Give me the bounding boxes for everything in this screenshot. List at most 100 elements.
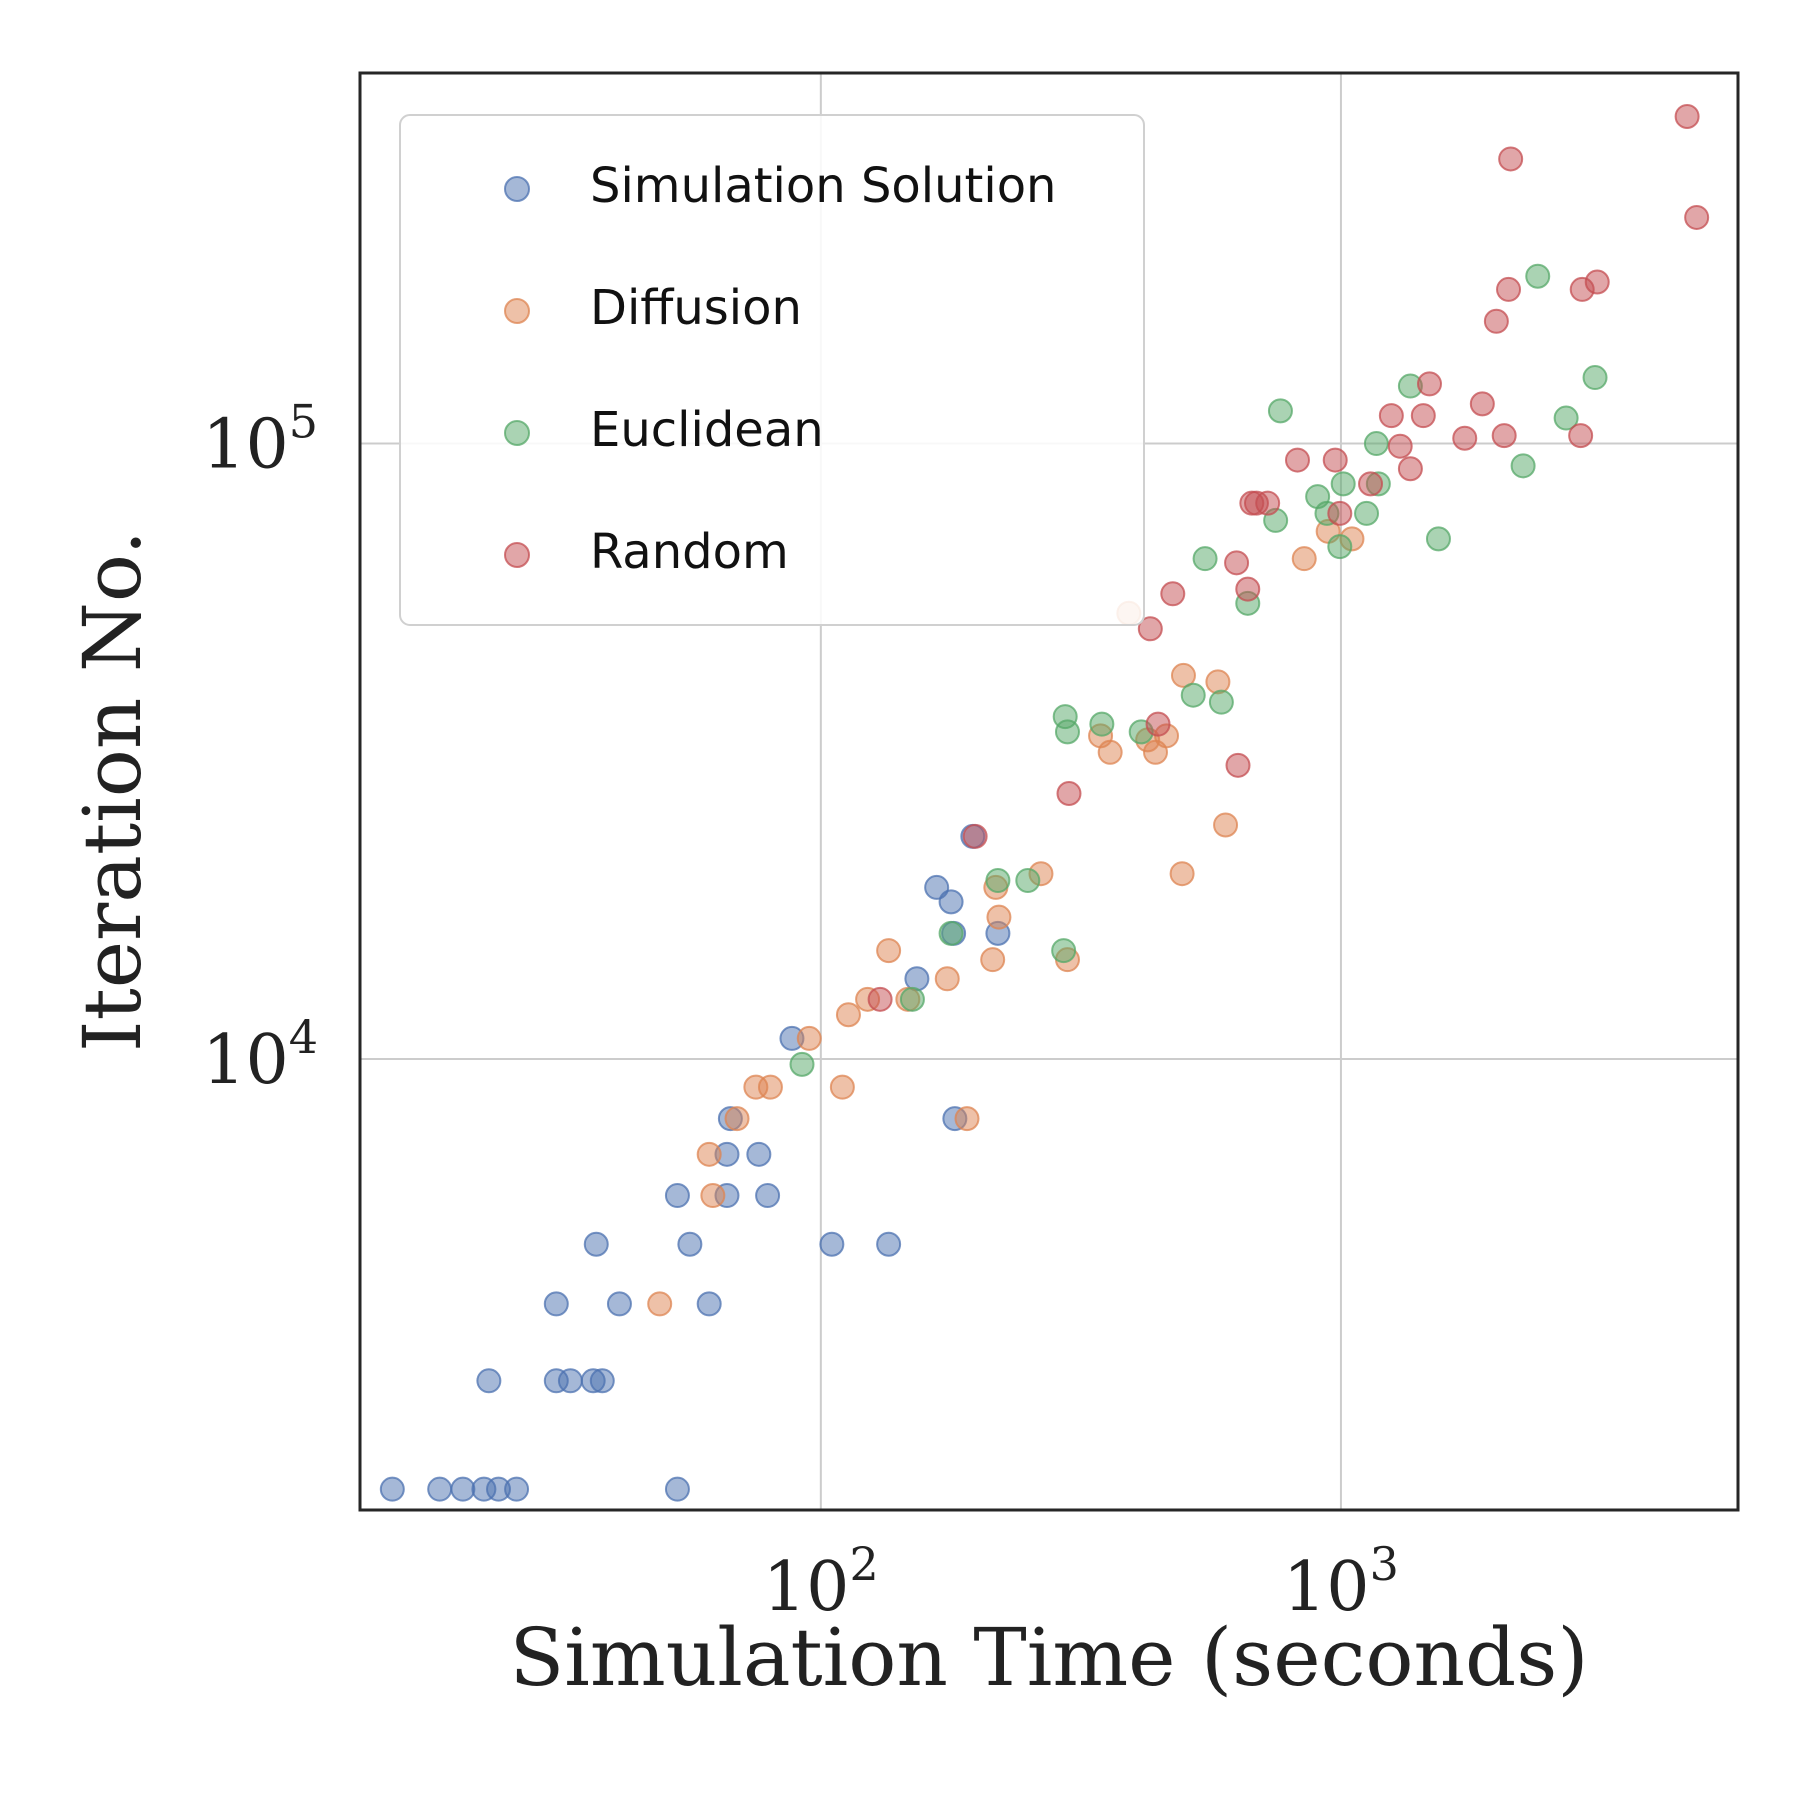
data-point bbox=[938, 889, 964, 915]
data-point bbox=[1208, 689, 1234, 715]
data-point bbox=[1291, 546, 1317, 572]
data-point bbox=[1510, 453, 1536, 479]
data-point bbox=[899, 986, 925, 1012]
data-point bbox=[1089, 711, 1115, 737]
data-point bbox=[876, 1231, 902, 1257]
data-point bbox=[1056, 781, 1082, 807]
legend-marker bbox=[504, 420, 530, 446]
legend-marker bbox=[504, 542, 530, 568]
data-point bbox=[1378, 403, 1404, 429]
data-point bbox=[986, 904, 1012, 930]
data-point bbox=[1397, 456, 1423, 482]
data-point bbox=[1498, 146, 1524, 172]
legend-label: Euclidean bbox=[590, 402, 824, 458]
data-point bbox=[696, 1141, 722, 1167]
data-point bbox=[379, 1476, 405, 1502]
data-point bbox=[757, 1074, 783, 1100]
data-point bbox=[543, 1291, 569, 1317]
data-point bbox=[589, 1368, 615, 1394]
data-point bbox=[789, 1051, 815, 1077]
data-point bbox=[664, 1476, 690, 1502]
data-point bbox=[504, 1476, 530, 1502]
data-point bbox=[1354, 500, 1380, 526]
legend-label: Random bbox=[590, 524, 789, 580]
data-point bbox=[427, 1476, 453, 1502]
data-point bbox=[835, 1002, 861, 1028]
legend-label: Diffusion bbox=[590, 280, 802, 336]
y-tick-label: 105 bbox=[202, 395, 318, 485]
data-point bbox=[829, 1074, 855, 1100]
data-point bbox=[1568, 423, 1594, 449]
data-point bbox=[1224, 550, 1250, 576]
data-point bbox=[934, 966, 960, 992]
data-point bbox=[1192, 546, 1218, 572]
data-point bbox=[700, 1183, 726, 1209]
data-point bbox=[938, 920, 964, 946]
data-point bbox=[583, 1231, 609, 1257]
y-axis-label: Iteration No. bbox=[66, 530, 159, 1052]
data-point bbox=[450, 1476, 476, 1502]
data-point bbox=[1322, 447, 1348, 473]
x-axis-label: Simulation Time (seconds) bbox=[509, 1611, 1588, 1704]
data-point bbox=[1327, 534, 1353, 560]
data-point bbox=[1410, 403, 1436, 429]
data-point bbox=[1452, 425, 1478, 451]
data-point bbox=[1160, 581, 1186, 607]
data-point bbox=[1525, 263, 1551, 289]
data-point bbox=[1180, 682, 1206, 708]
x-tick-label: 102 bbox=[763, 1537, 879, 1627]
data-point bbox=[664, 1183, 690, 1209]
data-point bbox=[1330, 471, 1356, 497]
data-point bbox=[1483, 308, 1509, 334]
data-point bbox=[1170, 662, 1196, 688]
data-point bbox=[980, 947, 1006, 973]
data-point bbox=[606, 1291, 632, 1317]
data-point bbox=[1213, 812, 1239, 838]
data-points bbox=[379, 103, 1710, 1502]
data-point bbox=[557, 1368, 583, 1394]
data-point bbox=[476, 1368, 502, 1394]
x-tick-label: 103 bbox=[1283, 1537, 1399, 1627]
data-point bbox=[954, 1106, 980, 1132]
data-point bbox=[1137, 616, 1163, 642]
data-point bbox=[1582, 365, 1608, 391]
data-point bbox=[1255, 490, 1281, 516]
data-point bbox=[1496, 276, 1522, 302]
data-point bbox=[1425, 526, 1451, 552]
data-point bbox=[1051, 938, 1077, 964]
data-point bbox=[677, 1231, 703, 1257]
legend-marker bbox=[504, 176, 530, 202]
data-point bbox=[647, 1291, 673, 1317]
data-point bbox=[962, 823, 988, 849]
legend-box bbox=[399, 114, 1145, 626]
data-point bbox=[1205, 669, 1231, 695]
data-point bbox=[1584, 269, 1610, 295]
data-point bbox=[1491, 423, 1517, 449]
data-point bbox=[1469, 391, 1495, 417]
data-point bbox=[755, 1183, 781, 1209]
data-point bbox=[1416, 371, 1442, 397]
series-diffusion bbox=[647, 518, 1365, 1317]
data-point bbox=[1169, 861, 1195, 887]
data-point bbox=[796, 1025, 822, 1051]
data-point bbox=[819, 1231, 845, 1257]
data-point bbox=[904, 966, 930, 992]
data-point bbox=[724, 1106, 750, 1132]
tick-labels: 102 103 104 105 bbox=[202, 395, 1399, 1627]
data-point bbox=[1267, 398, 1293, 424]
data-point bbox=[1284, 447, 1310, 473]
data-point bbox=[1358, 471, 1384, 497]
data-point bbox=[1387, 433, 1413, 459]
data-point bbox=[746, 1141, 772, 1167]
data-point bbox=[1363, 431, 1389, 457]
data-point bbox=[1015, 867, 1041, 893]
data-point bbox=[985, 867, 1011, 893]
data-point bbox=[1145, 711, 1171, 737]
data-point bbox=[867, 986, 893, 1012]
data-point bbox=[1235, 576, 1261, 602]
series-random bbox=[867, 103, 1710, 1012]
data-point bbox=[1327, 500, 1353, 526]
data-point bbox=[1674, 103, 1700, 129]
data-point bbox=[1097, 739, 1123, 765]
